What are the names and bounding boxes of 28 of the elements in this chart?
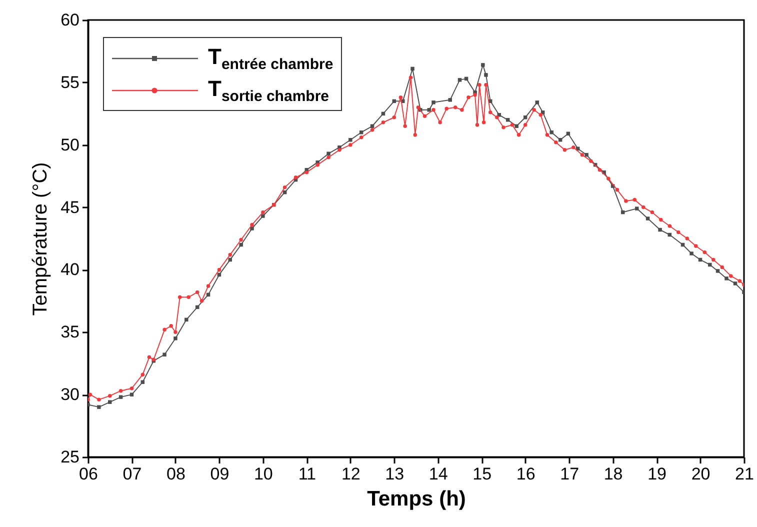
x-tick-label: 08	[166, 464, 186, 484]
y-tick-label: 55	[60, 72, 80, 92]
y-tick-label: 45	[60, 198, 80, 217]
x-axis-title: Temps (h)	[367, 488, 466, 510]
x-tick-label: 10	[254, 464, 273, 484]
legend-label: T$_{entrée chambre}$	[208, 44, 334, 72]
x-tick-label: 07	[122, 464, 142, 484]
x-tick-label: 17	[560, 464, 580, 484]
x-tick-label: 06	[79, 464, 98, 484]
legend-label: T$_{sortie chambre}$	[208, 76, 329, 104]
y-tick-label: 50	[60, 135, 80, 154]
x-tick-label: 09	[210, 464, 230, 484]
x-tick-label: 20	[691, 464, 710, 484]
y-tick-label: 40	[60, 260, 80, 280]
x-tick-label: 21	[735, 464, 754, 484]
y-tick-label: 60	[60, 10, 80, 30]
x-tick-label: 16	[516, 464, 536, 484]
y-axis-title: Température (°C)	[30, 162, 52, 316]
x-tick-label: 15	[472, 464, 492, 484]
x-tick-label: 12	[341, 464, 360, 484]
x-tick-label: 19	[648, 464, 666, 484]
x-tick-label: 18	[604, 464, 623, 484]
y-tick-label: 30	[60, 385, 80, 404]
y-tick-label: 25	[60, 448, 80, 466]
x-tick-label: 14	[428, 464, 448, 484]
y-tick-label: 35	[60, 322, 80, 342]
x-tick-label: 13	[385, 464, 404, 484]
x-tick-label: 11	[298, 464, 316, 484]
